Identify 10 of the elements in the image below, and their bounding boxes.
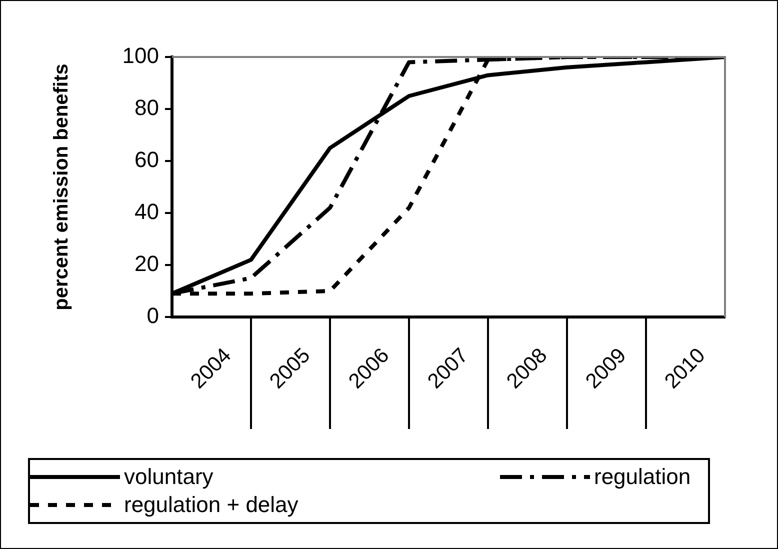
y-tick-label: 100	[122, 43, 159, 68]
y-tick-label: 20	[134, 251, 159, 276]
y-tick-label: 80	[134, 95, 159, 120]
legend-label: voluntary	[124, 464, 214, 490]
legend-label: regulation	[594, 464, 691, 490]
y-tick-label: 40	[134, 199, 159, 224]
y-axis-title: percent emission benefits	[50, 64, 73, 310]
y-tick-label: 0	[146, 303, 159, 328]
legend-label: regulation + delay	[124, 492, 298, 518]
y-tick-label: 60	[134, 147, 159, 172]
